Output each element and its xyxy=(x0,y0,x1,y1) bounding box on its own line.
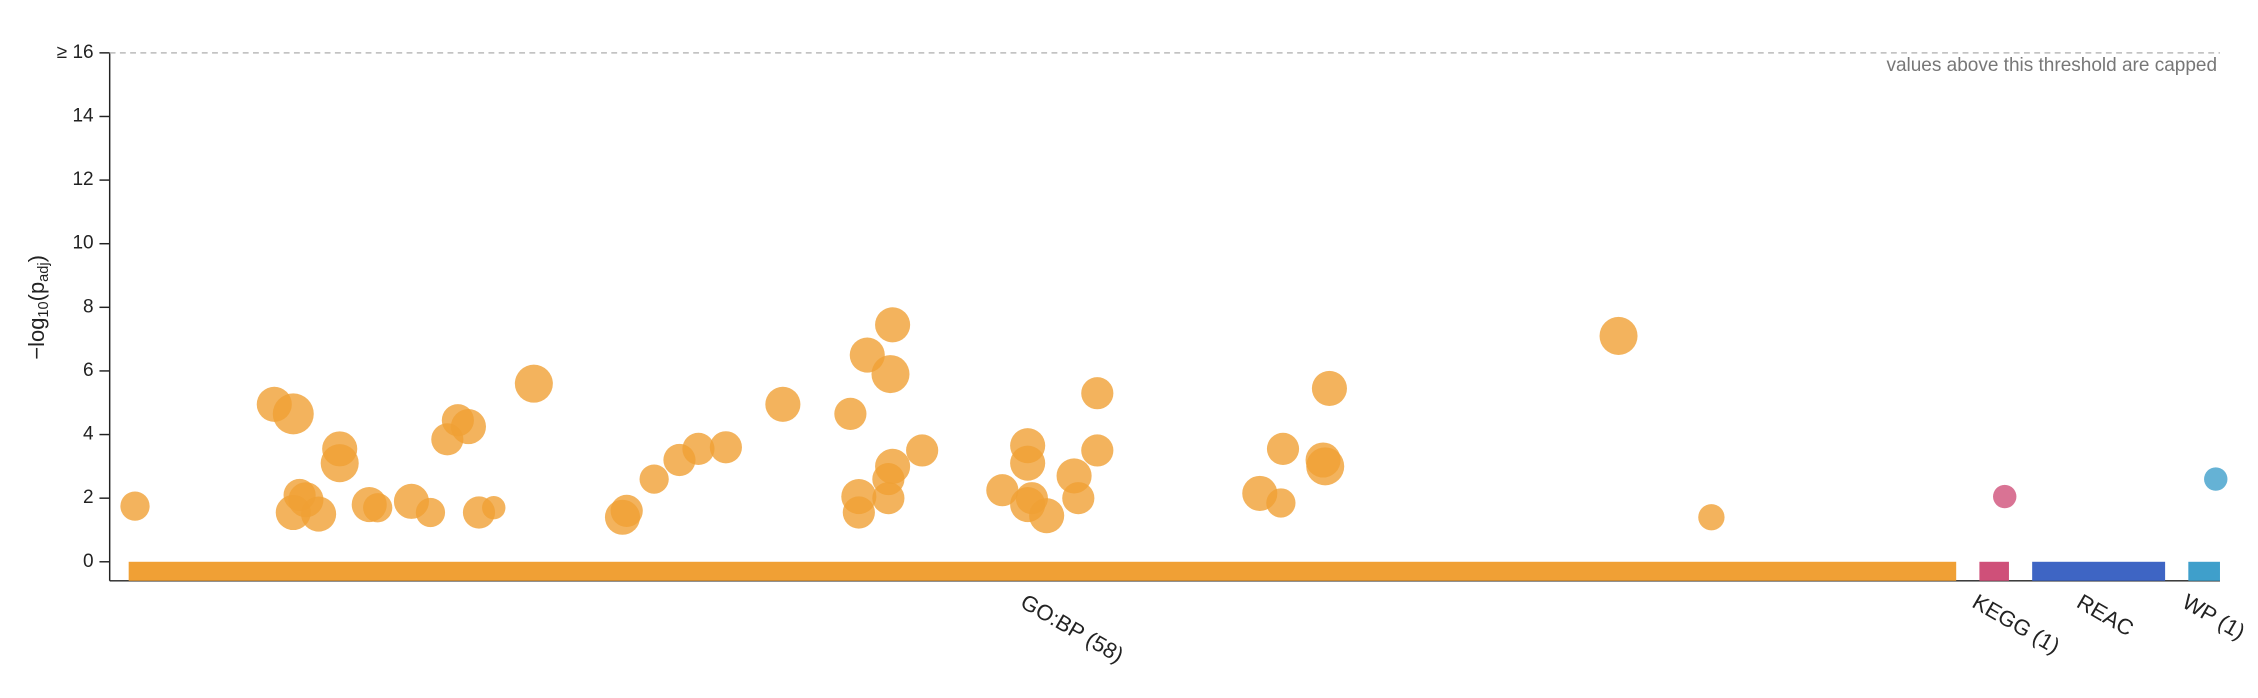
term-point xyxy=(765,386,801,422)
term-point xyxy=(986,474,1019,507)
source-label: WP (1) xyxy=(2178,589,2249,645)
term-point xyxy=(709,431,742,464)
term-point xyxy=(1010,445,1046,481)
source-label: GO:BP (58) xyxy=(1017,589,1128,668)
term-point xyxy=(842,496,875,529)
term-point xyxy=(1698,504,1725,531)
y-tick-label: 0 xyxy=(83,551,94,572)
term-point xyxy=(875,448,911,484)
term-point xyxy=(1266,432,1300,465)
term-point xyxy=(871,355,910,394)
term-point xyxy=(875,307,911,343)
source-bar xyxy=(2032,561,2166,581)
term-point xyxy=(2204,467,2228,491)
source-bar xyxy=(1979,561,2009,581)
term-point xyxy=(610,494,643,527)
term-point xyxy=(1081,434,1114,467)
y-label-sub2: adj xyxy=(36,262,52,282)
y-tick-label: 10 xyxy=(72,233,93,254)
term-point xyxy=(450,409,486,445)
y-label-open: (p xyxy=(24,282,49,302)
term-point xyxy=(1599,316,1638,355)
source-label: REAC xyxy=(2073,589,2138,641)
term-point xyxy=(415,497,446,528)
y-tick-label: ≥ 16 xyxy=(57,42,94,63)
term-point xyxy=(1081,377,1114,410)
source-bar xyxy=(2188,561,2220,581)
term-point xyxy=(514,364,553,403)
y-label-main: −log xyxy=(24,318,49,360)
term-point xyxy=(482,496,506,520)
y-tick-label: 14 xyxy=(72,105,94,126)
y-tick-label: 8 xyxy=(83,296,94,317)
source-label: KEGG (1) xyxy=(1968,589,2064,659)
threshold-annotation: values above this threshold are capped xyxy=(1886,55,2217,76)
y-label-sub: 10 xyxy=(36,301,52,317)
term-point xyxy=(1306,447,1345,486)
term-point xyxy=(301,496,337,532)
y-tick-label: 12 xyxy=(72,169,93,190)
term-point xyxy=(272,393,314,435)
term-point xyxy=(363,493,393,523)
term-point xyxy=(1311,370,1347,406)
term-point xyxy=(1266,488,1296,518)
term-point xyxy=(906,434,939,467)
y-tick-label: 4 xyxy=(83,424,94,445)
term-point xyxy=(1993,484,2017,509)
term-point xyxy=(682,432,715,465)
term-point xyxy=(320,444,359,483)
y-axis-label: −log10(padj) xyxy=(24,255,52,360)
y-tick-label: 6 xyxy=(83,360,94,381)
y-tick-label: 2 xyxy=(83,487,94,508)
term-point xyxy=(1062,482,1095,515)
term-point xyxy=(834,397,867,430)
term-point xyxy=(639,464,669,494)
y-label-close: ) xyxy=(24,255,49,262)
term-point xyxy=(120,491,150,521)
source-bar xyxy=(128,561,1957,581)
term-point xyxy=(1029,498,1065,534)
